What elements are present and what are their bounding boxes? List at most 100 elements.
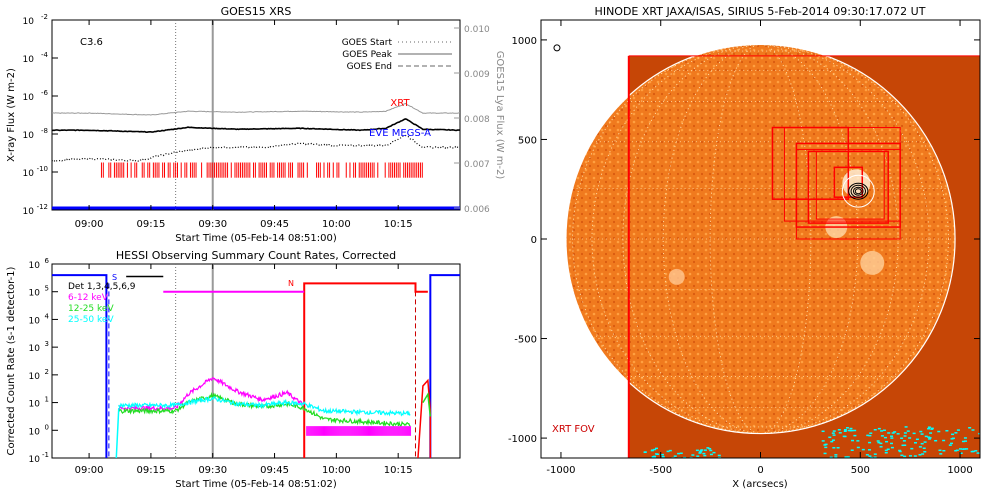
goes-legend: GOES Start GOES Peak GOES End [342, 38, 452, 72]
cyan-speckle [884, 449, 888, 452]
cyan-speckle [964, 440, 968, 442]
hessi-y-tick-label: 10 [29, 261, 41, 271]
hessi-eclipse-bar [429, 274, 460, 458]
cyan-speckle [904, 426, 908, 428]
goes-y-tick-label: 10 [23, 17, 35, 27]
cyan-speckle [934, 439, 938, 442]
cyan-speckle [923, 451, 927, 453]
cyan-speckle [683, 456, 687, 458]
goes-ylabel-right: GOES15 Lya Flux (W m-2) [494, 51, 505, 180]
cyan-speckle [882, 429, 886, 432]
hessi-end-spike [417, 378, 432, 458]
goes-y-tick-label: 10 [23, 55, 35, 65]
cyan-speckle [868, 441, 872, 444]
hessi-series-0 [118, 376, 305, 413]
cyan-speckle [654, 447, 658, 450]
goes-y-tick-label: 10 [23, 169, 35, 179]
cyan-speckle [700, 449, 704, 451]
cyan-speckle [891, 432, 895, 434]
xrt-y-tick-label: -1000 [508, 434, 537, 445]
cyan-speckle [915, 438, 919, 441]
active-region [668, 268, 685, 285]
cyan-speckle [699, 450, 703, 452]
goes-series-0 [52, 102, 460, 116]
hessi-y-tick-exp: 2 [45, 368, 49, 376]
cyan-speckle [702, 452, 706, 455]
hessi-y-tick-label: 10 [29, 455, 41, 465]
hessi-frame [51, 263, 461, 459]
cyan-speckle [901, 444, 905, 447]
cyan-speckle [656, 453, 660, 456]
cyan-speckle [974, 450, 978, 452]
xrt-x-tick-label: -500 [649, 465, 672, 476]
cyan-speckle [927, 436, 931, 438]
cyan-speckle [923, 441, 927, 443]
cyan-speckle [829, 456, 833, 458]
cyan-speckle [942, 449, 946, 452]
hessi-xlabel: Start Time (05-Feb-14 08:51:02) [175, 479, 337, 490]
cyan-speckle [876, 440, 880, 442]
cyan-speckle [831, 432, 835, 434]
cyan-speckle [831, 439, 835, 441]
hessi-legend-label: Det 1,3,4,5,6,9 [68, 282, 136, 292]
hessi-y-tick-exp: 1 [45, 396, 49, 404]
hessi-panel: HESSI Observing Summary Count Rates, Cor… [6, 249, 461, 490]
cyan-speckle [834, 454, 838, 456]
cyan-speckle [927, 427, 931, 430]
cyan-speckle [921, 453, 925, 455]
cyan-speckle [889, 442, 893, 445]
goes-y-tick-label: 10 [23, 131, 35, 141]
cyan-speckle [939, 453, 943, 455]
cyan-speckle [919, 430, 923, 433]
cyan-speckle [908, 437, 912, 439]
xrt-xlabel: X (arcsecs) [732, 479, 788, 490]
cyan-speckle [832, 447, 836, 449]
cyan-speckle [868, 455, 872, 457]
cyan-speckle [844, 456, 848, 458]
cyan-speckle [873, 428, 877, 431]
xrt-axes: -1000 -500 0 500 1000 -1000 -500 0 500 1000 [508, 20, 980, 476]
cyan-speckle [853, 434, 857, 437]
cyan-speckle [868, 434, 872, 437]
cyan-speckle [865, 454, 869, 456]
cyan-speckle [912, 432, 916, 435]
goes-x-tick-label: 09:15 [136, 219, 165, 230]
goes-y-tick-label: 10 [23, 93, 35, 103]
cyan-speckle [832, 434, 836, 436]
cyan-speckle [832, 430, 836, 432]
fov-box [815, 150, 885, 220]
cyan-speckle [718, 456, 722, 458]
cyan-speckle [942, 439, 946, 442]
goes-legend-label: GOES Peak [342, 50, 392, 60]
cyan-speckle [886, 448, 890, 450]
cyan-speckle [653, 455, 657, 458]
xrt-x-tick-label: 0 [757, 465, 763, 476]
goes-legend-label: GOES Start [342, 38, 393, 48]
cyan-speckle [643, 451, 647, 454]
xrt-x-tick-label: 500 [851, 465, 870, 476]
cyan-speckle [948, 444, 952, 446]
cyan-speckle [910, 447, 914, 450]
cyan-speckle [938, 449, 942, 452]
hessi-x-tick-label: 10:15 [384, 465, 413, 476]
cyan-speckle [666, 450, 670, 453]
goes-legend-label: GOES End [347, 62, 392, 72]
cyan-speckle [893, 431, 897, 433]
goes-axes: 09:00 09:15 09:30 09:45 10:00 10:1510-1210-10… [23, 13, 490, 230]
cyan-speckle [660, 453, 664, 456]
goes-y-right-tick-label: 0.009 [464, 70, 490, 80]
cyan-speckle [930, 428, 934, 430]
cyan-speckle [867, 449, 871, 451]
goes-plot-area [52, 20, 460, 210]
cyan-speckle [971, 429, 975, 431]
goes-series-2 [52, 134, 460, 162]
cyan-speckle [880, 430, 884, 432]
hessi-y-tick-exp: 5 [45, 285, 49, 293]
xrt-x-tick-label: 1000 [947, 465, 972, 476]
goes-y-tick-exp: -4 [41, 51, 49, 59]
hessi-x-tick-label: 09:15 [136, 465, 165, 476]
cyan-speckle [821, 430, 825, 433]
cyan-speckle [961, 440, 965, 443]
cyan-speckle [653, 448, 657, 451]
